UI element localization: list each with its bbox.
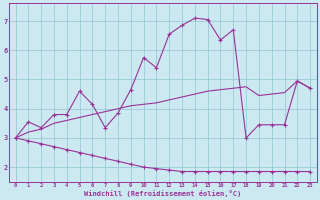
X-axis label: Windchill (Refroidissement éolien,°C): Windchill (Refroidissement éolien,°C) (84, 190, 242, 197)
